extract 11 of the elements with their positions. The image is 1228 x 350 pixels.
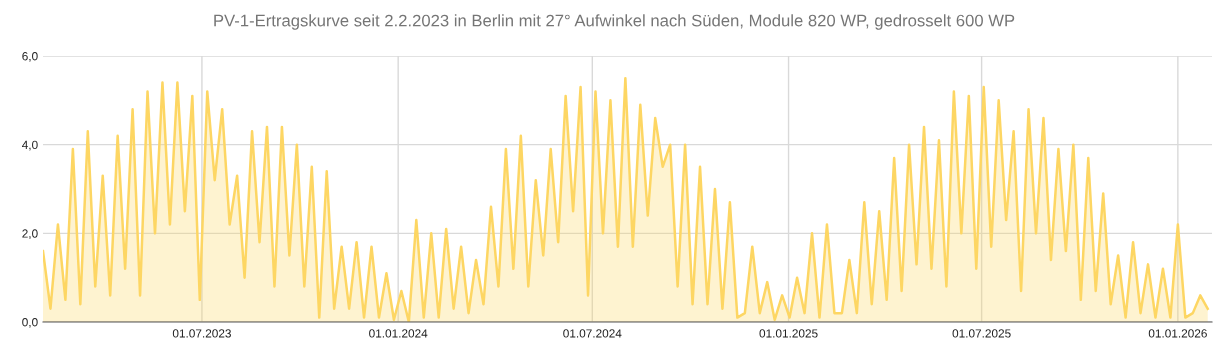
x-tick-label: 01.07.2025 — [952, 329, 1011, 338]
chart-title: PV-1-Ertragskurve seit 2.2.2023 in Berlin mit 27° Aufwinkel nach Süden, Module 820 WP, gedrosselt 600 WP — [214, 14, 1015, 30]
x-tick-label: 01.07.2023 — [172, 329, 231, 338]
y-tick-label: 4,0 — [22, 140, 38, 151]
x-tick-label: 01.01.2024 — [369, 329, 428, 338]
x-tick-label: 01.01.2025 — [759, 329, 818, 338]
x-tick-label: 01.07.2024 — [563, 329, 622, 338]
y-tick-label: 2,0 — [22, 229, 38, 240]
y-tick-label: 0,0 — [22, 318, 38, 328]
y-tick-label: 6,0 — [22, 52, 38, 62]
x-tick-label: 01.01.2026 — [1148, 329, 1207, 338]
